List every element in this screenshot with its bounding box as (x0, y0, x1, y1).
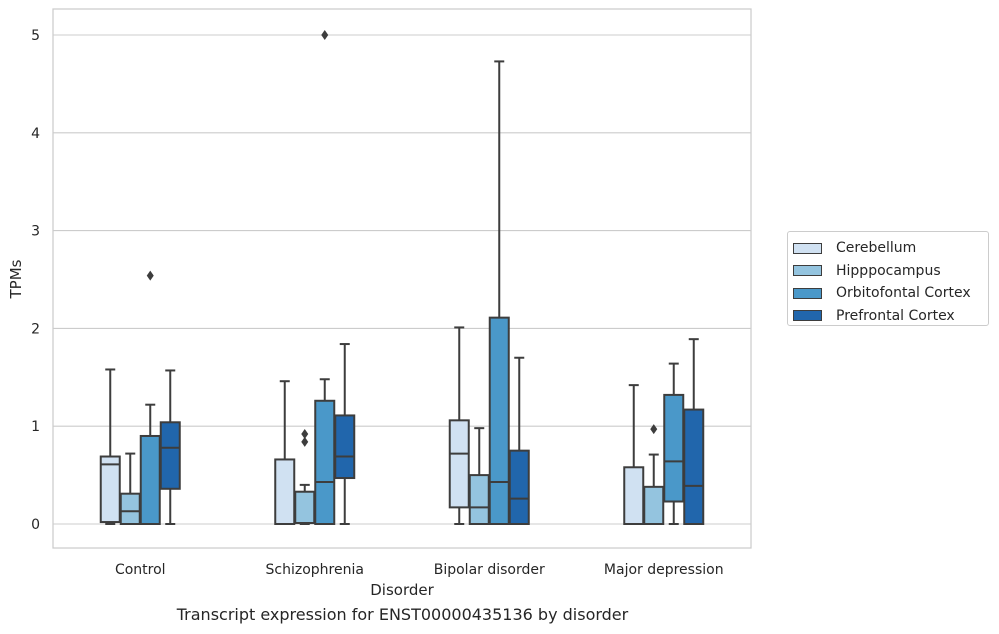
box (159, 369, 181, 525)
y-axis-label: TPMs (7, 259, 25, 299)
box (683, 338, 705, 526)
box (488, 60, 510, 525)
legend-item: Orbitofontal Cortex (793, 282, 988, 305)
box (294, 429, 316, 525)
y-tick-label: 2 (31, 321, 40, 337)
box-body (448, 419, 470, 509)
box-body (139, 434, 161, 526)
box-body (294, 490, 316, 525)
x-tick-labels: Control Schizophrenia Bipolar disorder Majo… (115, 562, 724, 578)
legend-label: Hipppocampus (836, 262, 941, 279)
box (508, 356, 530, 525)
box (448, 326, 470, 525)
box-body (683, 408, 705, 526)
legend-item: Prefrontal Cortex (793, 305, 988, 328)
box-body (488, 316, 510, 525)
plot-frame (52, 8, 752, 549)
box (119, 452, 141, 526)
legend: Cerebellum Hipppocampus Orbitofontal Cor… (787, 231, 989, 326)
box-groups (99, 30, 705, 526)
box-body (274, 458, 296, 525)
x-tick-label: Control (115, 562, 166, 578)
box (99, 368, 121, 525)
box-body (99, 455, 121, 524)
box (468, 427, 490, 526)
legend-label: Prefrontal Cortex (836, 307, 955, 324)
box-body (334, 414, 356, 480)
legend-swatch (793, 310, 822, 322)
legend-item: Hipppocampus (793, 260, 988, 283)
box-body (468, 474, 490, 526)
box (623, 384, 645, 525)
box (643, 424, 665, 525)
legend-swatch (793, 265, 822, 277)
x-tick-label: Schizophrenia (266, 562, 364, 578)
outlier-point (650, 424, 658, 435)
y-tick-label: 3 (31, 224, 40, 240)
outlier-point (301, 436, 309, 447)
outlier-point (146, 270, 154, 281)
legend-label: Orbitofontal Cortex (836, 285, 971, 302)
outlier-point (321, 30, 329, 40)
box (139, 270, 161, 526)
y-tick-label: 1 (31, 419, 40, 435)
legend-label: Cerebellum (836, 240, 917, 257)
box (334, 343, 356, 525)
x-axis-label: Disorder (370, 581, 434, 599)
box-body (663, 393, 685, 503)
x-tick-label: Major depression (604, 562, 724, 578)
box (274, 380, 296, 525)
y-tick-label: 4 (31, 126, 40, 142)
legend-swatch (793, 242, 822, 254)
box (663, 362, 685, 525)
y-tick-labels: 0 1 2 3 4 5 (31, 28, 40, 533)
chart-caption: Transcript expression for ENST0000043513… (176, 605, 629, 624)
box (314, 30, 336, 525)
box-body (623, 466, 645, 525)
y-tick-label: 0 (31, 517, 40, 533)
box-body (508, 449, 530, 525)
outlier-point (301, 429, 309, 440)
legend-item: Cerebellum (793, 237, 988, 260)
x-tick-label: Bipolar disorder (434, 562, 545, 578)
box-body (314, 399, 336, 525)
legend-swatch (793, 287, 822, 299)
box-body (119, 492, 141, 526)
box-body (643, 485, 665, 525)
box-body (159, 421, 181, 490)
y-tick-label: 5 (31, 28, 40, 44)
